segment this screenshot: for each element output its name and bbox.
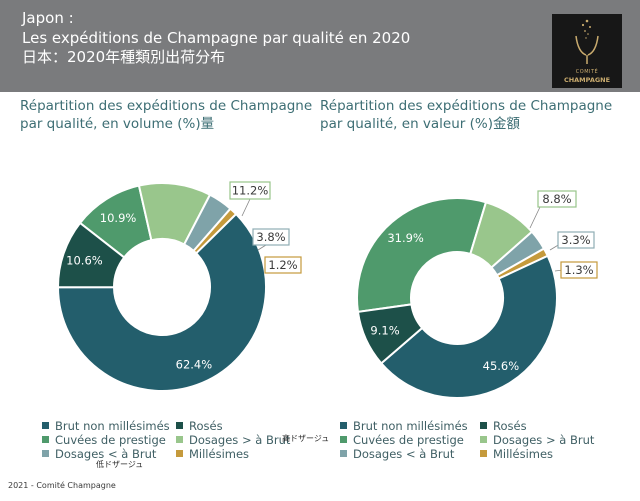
value-slice-brut xyxy=(379,254,558,399)
volume-label-box-dosages-gt xyxy=(229,181,271,200)
legend-swatch-prestige xyxy=(42,436,49,443)
volume-label-box-dosages-lt xyxy=(252,228,290,246)
volume-chart-title-line-2: par qualité, en volume (%)量 xyxy=(20,116,215,132)
legend-label-roses-2: Rosés xyxy=(493,419,527,433)
champagne-glasses-icon xyxy=(575,19,599,64)
legend-label-prestige: Cuvées de prestige xyxy=(55,433,166,447)
volume-label-dosages-lt: 3.8% xyxy=(256,230,285,244)
legend-swatch-dosages-gt-2 xyxy=(480,436,487,443)
value-label-box-dosages-gt xyxy=(537,190,577,208)
logo-text-champagne: CHAMPAGNE xyxy=(563,76,611,84)
footer-credit: 2021 - Comité Champagne xyxy=(8,481,116,490)
legend-label-millesimes: Millésimes xyxy=(189,447,250,461)
note-high-dosage: 高ドザージュ xyxy=(282,434,330,443)
value-label-roses: 9.1% xyxy=(370,324,399,338)
value-slice-prestige xyxy=(356,197,488,314)
logo-text-comite: COMITÉ xyxy=(575,69,599,75)
legend-swatch-dosages-lt-2 xyxy=(340,450,347,457)
legend-swatch-dosages-lt xyxy=(42,450,49,457)
volume-slice-roses xyxy=(57,221,126,289)
legend-item-brut-2: Brut non millésimés xyxy=(340,419,468,433)
legend-item-millesimes: Millésimes xyxy=(176,447,249,461)
legend-swatch-millesimes xyxy=(176,450,183,457)
header-title: Japon : Les expéditions de Champagne par… xyxy=(22,9,410,68)
volume-slice-brut xyxy=(56,212,267,392)
legend-item-dosages-lt: Dosages < à Brut xyxy=(42,447,156,461)
legend-label-brut-2: Brut non millésimés xyxy=(353,419,468,433)
value-chart-title: Répartition des expéditions de Champagne… xyxy=(320,97,612,133)
legend-swatch-brut-2 xyxy=(340,422,347,429)
note-low-dosage: 低ドザージュ xyxy=(96,460,144,469)
legend-swatch-roses xyxy=(176,422,183,429)
value-chart-title-line-1: Répartition des expéditions de Champagne xyxy=(320,98,613,114)
legend-label-dosages-gt-2: Dosages > à Brut xyxy=(493,433,595,447)
legend-swatch-millesimes-2 xyxy=(480,450,487,457)
legend-item-roses-2: Rosés xyxy=(480,419,527,433)
legend-label-dosages-lt-2: Dosages < à Brut xyxy=(353,447,455,461)
comite-champagne-logo: COMITÉ CHAMPAGNE xyxy=(552,14,622,88)
value-label-dosages-gt: 8.8% xyxy=(542,192,571,206)
volume-leader-dosages-lt xyxy=(257,244,267,251)
legend-item-dosages-gt: Dosages > à Brut xyxy=(176,433,290,447)
legend-label-dosages-gt: Dosages > à Brut xyxy=(189,433,291,447)
header-line-3: 日本：2020年種類別出荷分布 xyxy=(22,48,226,66)
volume-label-brut: 62.4% xyxy=(176,358,213,372)
legend-item-dosages-lt-2: Dosages < à Brut xyxy=(340,447,454,461)
legend-label-prestige-2: Cuvées de prestige xyxy=(353,433,464,447)
legend-swatch-prestige-2 xyxy=(340,436,347,443)
value-label-brut: 45.6% xyxy=(483,359,520,373)
legend-label-brut: Brut non millésimés xyxy=(55,419,170,433)
legend-item-dosages-gt-2: Dosages > à Brut xyxy=(480,433,594,447)
legend-label-dosages-lt: Dosages < à Brut xyxy=(55,447,157,461)
value-label-millesimes: 1.3% xyxy=(564,263,593,277)
value-chart-title-line-2: par qualité, en valeur (%)金額 xyxy=(320,116,520,132)
legend-item-prestige-2: Cuvées de prestige xyxy=(340,433,464,447)
legend-swatch-dosages-gt xyxy=(176,436,183,443)
volume-chart-title: Répartition des expéditions de Champagne… xyxy=(20,97,312,133)
header-banner: Japon : Les expéditions de Champagne par… xyxy=(0,0,640,92)
legend-item-millesimes-2: Millésimes xyxy=(480,447,553,461)
header-line-1: Japon : xyxy=(22,9,74,27)
value-leader-dosages-gt xyxy=(529,206,541,229)
legend-swatch-brut xyxy=(42,422,49,429)
volume-label-box-millesimes xyxy=(264,256,302,274)
volume-label-prestige: 10.9% xyxy=(100,211,137,225)
value-label-box-millesimes xyxy=(560,261,598,279)
volume-chart-title-line-1: Répartition des expéditions de Champagne xyxy=(20,98,313,114)
value-label-prestige: 31.9% xyxy=(387,231,424,245)
volume-leader-dosages-gt xyxy=(241,198,251,217)
legend-swatch-roses-2 xyxy=(480,422,487,429)
legend-item-brut: Brut non millésimés xyxy=(42,419,170,433)
legend-item-prestige: Cuvées de prestige xyxy=(42,433,166,447)
value-label-box-dosages-lt xyxy=(557,231,595,249)
value-label-dosages-lt: 3.3% xyxy=(561,233,590,247)
donut-charts: 10.9% 11.2% 3.8% 1.2% 62.4% 10.6% 31.9% 8.8% 3.3… xyxy=(56,181,598,399)
value-slice-roses xyxy=(356,303,424,365)
legend-label-roses: Rosés xyxy=(189,419,223,433)
volume-label-millesimes: 1.2% xyxy=(268,258,297,272)
volume-label-dosages-gt: 11.2% xyxy=(232,184,269,198)
legend-item-roses: Rosés xyxy=(176,419,223,433)
legend-label-millesimes-2: Millésimes xyxy=(493,447,554,461)
volume-label-roses: 10.6% xyxy=(66,253,103,267)
header-line-2: Les expéditions de Champagne par qualité… xyxy=(22,28,411,47)
